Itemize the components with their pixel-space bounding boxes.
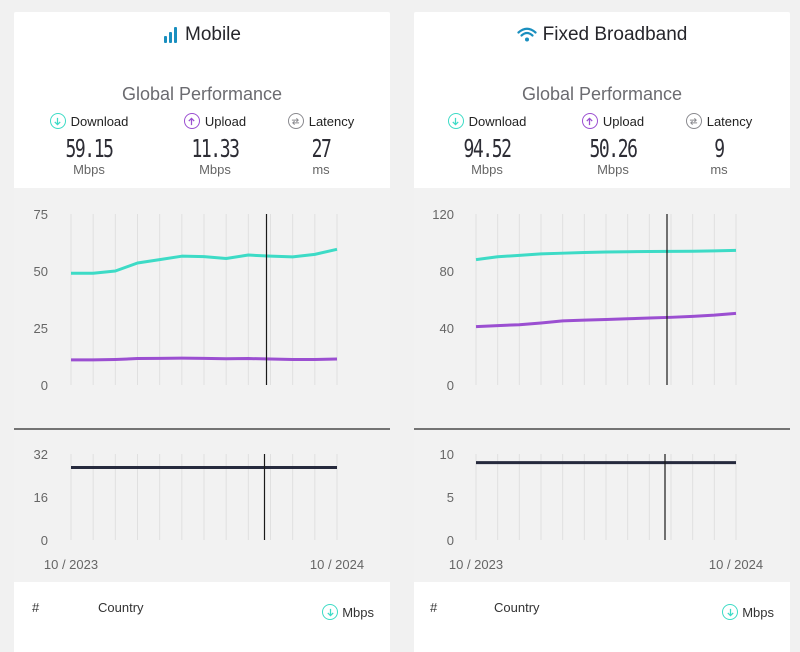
upload-series-line [71,356,338,362]
upload-arrow-icon [581,113,598,129]
upload-value: 50.26 [589,134,637,163]
download-unit: Mbps [73,162,105,177]
mbps-sort-header[interactable]: Mbps [722,604,774,620]
latency-label: Latency [308,113,355,129]
download-metric: Download 59.15 Mbps [34,112,144,177]
fixed-summary-card: Fixed Broadband Global Performance Downl… [414,12,790,188]
latency-y-tick-label: 0 [41,533,48,548]
latency-y-tick-label: 0 [447,533,454,548]
latency-chart-bg [14,430,390,582]
wifi-icon [517,27,537,43]
y-tick-label: 25 [34,321,48,336]
download-value: 59.15 [65,134,113,163]
download-series-line [475,248,737,262]
fixed-broadband-charts[interactable]: 0 40 80 120 0 5 10 10 / 2023 10 / 2024 [414,188,790,582]
mobile-panel: Mobile Global Performance Download 59.15… [14,12,390,652]
upload-label: Upload [204,113,247,129]
latency-unit: ms [312,162,330,177]
fixed-country-table: # Country Mbps [414,582,790,652]
download-label: Download [468,113,527,129]
latency-y-tick-label: 16 [34,490,48,505]
upload-value: 11.33 [191,134,239,163]
country-header[interactable]: Country [98,600,144,615]
download-arrow-icon [447,113,464,129]
latency-metric: Latency 27 ms [266,112,376,177]
y-tick-label: 75 [34,207,48,222]
latency-value: 27 [311,134,332,163]
download-arrow-icon [722,604,739,620]
latency-arrows-icon [685,113,702,129]
country-header[interactable]: Country [494,600,540,615]
mbps-header-label: Mbps [742,604,774,620]
download-label: Download [70,113,129,129]
download-arrow-icon [49,113,66,129]
y-tick-label: 0 [41,378,48,393]
panel-title: Fixed Broadband [414,24,790,46]
signal-bars-icon [163,26,179,44]
y-tick-label: 120 [432,207,454,222]
mbps-header-label: Mbps [342,604,374,620]
latency-chart-bg [414,430,790,582]
upload-arrow-icon [183,113,200,129]
latency-y-tick-label: 5 [447,490,454,505]
download-arrow-icon [322,604,339,620]
latency-arrows-icon [287,113,304,129]
upload-series-line [475,311,737,329]
upload-unit: Mbps [199,162,231,177]
panel-title-text: Mobile [185,24,241,45]
download-unit: Mbps [471,162,503,177]
fixed-broadband-panel: Fixed Broadband Global Performance Downl… [414,12,790,652]
rank-header: # [430,600,438,615]
panel-title: Mobile [14,24,390,46]
latency-y-tick-label: 32 [34,447,48,462]
x-start-label: 10 / 2023 [449,557,503,572]
y-tick-label: 0 [447,378,454,393]
main-chart-bg [414,188,790,430]
upload-metric: Upload 50.26 Mbps [558,112,668,177]
rank-header: # [32,600,40,615]
latency-label: Latency [706,113,753,129]
mobile-country-table: # Country Mbps [14,582,390,652]
panel-title-text: Fixed Broadband [542,24,688,45]
x-start-label: 10 / 2023 [44,557,98,572]
download-series-line [71,247,338,275]
mobile-summary-card: Mobile Global Performance Download 59.15… [14,12,390,188]
y-tick-label: 40 [440,321,454,336]
upload-metric: Upload 11.33 Mbps [160,112,270,177]
latency-unit: ms [710,162,728,177]
panel-subtitle: Global Performance [121,84,283,104]
main-chart-bg [14,188,390,430]
y-tick-label: 50 [34,264,48,279]
y-tick-label: 80 [440,264,454,279]
latency-metric: Latency 9 ms [664,112,774,177]
latency-value: 9 [714,134,725,163]
mobile-charts[interactable]: 0 25 50 75 0 16 32 10 / 2023 10 / 2024 [14,188,390,582]
download-value: 94.52 [463,134,511,163]
upload-label: Upload [602,113,645,129]
download-metric: Download 94.52 Mbps [432,112,542,177]
x-end-label: 10 / 2024 [310,557,364,572]
mbps-sort-header[interactable]: Mbps [322,604,374,620]
upload-unit: Mbps [597,162,629,177]
x-end-label: 10 / 2024 [709,557,763,572]
panel-subtitle: Global Performance [521,84,683,104]
latency-y-tick-label: 10 [440,447,454,462]
